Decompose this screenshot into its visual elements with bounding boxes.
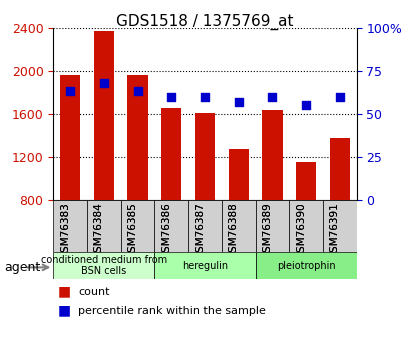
Point bbox=[336, 94, 342, 99]
Text: GSM76387: GSM76387 bbox=[195, 203, 204, 259]
Bar bbox=[295, 162, 315, 200]
Text: pleiotrophin: pleiotrophin bbox=[276, 261, 335, 270]
Bar bbox=[329, 138, 349, 200]
Text: conditioned medium from
BSN cells: conditioned medium from BSN cells bbox=[41, 255, 166, 276]
Text: ■: ■ bbox=[57, 285, 70, 298]
Text: GSM76390: GSM76390 bbox=[295, 203, 306, 259]
Point bbox=[268, 94, 275, 99]
Text: GSM76388: GSM76388 bbox=[228, 203, 238, 259]
FancyBboxPatch shape bbox=[154, 200, 188, 252]
Bar bbox=[161, 108, 181, 200]
Text: percentile rank within the sample: percentile rank within the sample bbox=[78, 306, 265, 315]
Text: GSM76391: GSM76391 bbox=[329, 203, 339, 259]
FancyBboxPatch shape bbox=[255, 252, 356, 279]
Text: GSM76386: GSM76386 bbox=[161, 203, 171, 259]
Text: GSM76384: GSM76384 bbox=[94, 203, 103, 259]
FancyBboxPatch shape bbox=[53, 200, 87, 252]
Text: count: count bbox=[78, 287, 109, 296]
Point bbox=[168, 94, 174, 99]
Bar bbox=[194, 113, 215, 200]
Text: GSM76388: GSM76388 bbox=[228, 203, 238, 259]
Text: ■: ■ bbox=[57, 304, 70, 317]
Text: heregulin: heregulin bbox=[182, 261, 227, 270]
FancyBboxPatch shape bbox=[154, 252, 255, 279]
FancyBboxPatch shape bbox=[322, 200, 356, 252]
FancyBboxPatch shape bbox=[289, 200, 322, 252]
FancyBboxPatch shape bbox=[221, 200, 255, 252]
Point bbox=[67, 89, 73, 94]
Text: GSM76383: GSM76383 bbox=[60, 203, 70, 259]
Bar bbox=[94, 31, 114, 200]
Text: GSM76391: GSM76391 bbox=[329, 203, 339, 259]
Text: GSM76384: GSM76384 bbox=[94, 203, 103, 259]
Text: GSM76385: GSM76385 bbox=[127, 203, 137, 259]
Point bbox=[302, 102, 309, 108]
Text: GSM76387: GSM76387 bbox=[195, 203, 204, 259]
Bar bbox=[262, 110, 282, 200]
Bar bbox=[228, 149, 248, 200]
FancyBboxPatch shape bbox=[53, 252, 154, 279]
Text: agent: agent bbox=[4, 261, 40, 274]
FancyBboxPatch shape bbox=[87, 200, 120, 252]
Text: GDS1518 / 1375769_at: GDS1518 / 1375769_at bbox=[116, 14, 293, 30]
FancyBboxPatch shape bbox=[255, 200, 289, 252]
FancyBboxPatch shape bbox=[188, 200, 221, 252]
Bar bbox=[60, 75, 80, 200]
Point bbox=[235, 99, 241, 105]
Text: GSM76390: GSM76390 bbox=[295, 203, 306, 259]
Text: GSM76385: GSM76385 bbox=[127, 203, 137, 259]
Text: GSM76389: GSM76389 bbox=[262, 203, 272, 259]
Text: GSM76383: GSM76383 bbox=[60, 203, 70, 259]
Point bbox=[201, 94, 208, 99]
Text: GSM76386: GSM76386 bbox=[161, 203, 171, 259]
Text: GSM76389: GSM76389 bbox=[262, 203, 272, 259]
FancyBboxPatch shape bbox=[120, 200, 154, 252]
Point bbox=[100, 80, 107, 86]
Point bbox=[134, 89, 141, 94]
Bar bbox=[127, 75, 147, 200]
